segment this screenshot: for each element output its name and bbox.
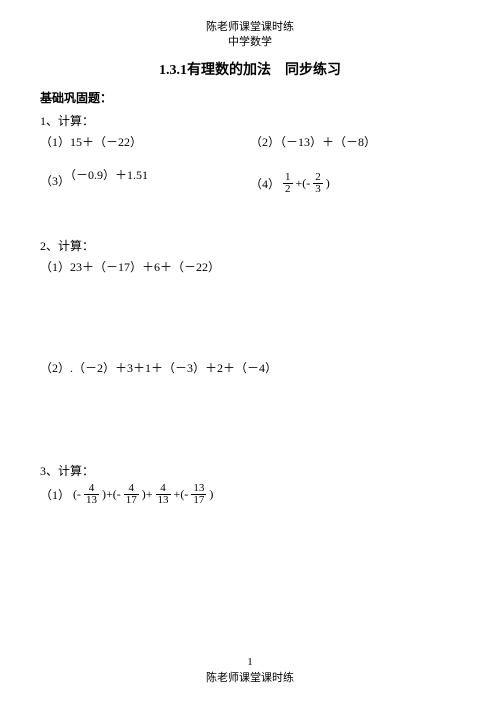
problem-1-row-2: （3）（－0.9）＋1.51 （4） 1 2 +(- 2 3 ) [40, 172, 460, 195]
frac-den: 13 [156, 495, 171, 506]
section-label: 基础巩固题： [40, 89, 460, 106]
problem-1-label: 1、计算： [40, 112, 460, 129]
fraction-4-13b: 4 13 [156, 483, 171, 506]
frac-den: 17 [124, 495, 139, 506]
page-title: 1.3.1有理数的加法 同步练习 [40, 59, 460, 79]
frac-den: 17 [191, 495, 206, 506]
frac-den: 3 [313, 184, 323, 195]
frac-den: 13 [84, 495, 99, 506]
problem-3-p1: )+(- [102, 487, 121, 501]
frac-num: 4 [84, 483, 99, 495]
fraction-13-17: 13 17 [191, 483, 206, 506]
footer: 1 陈老师课堂课时练 [0, 655, 500, 686]
problem-1-sub4-end: ) [326, 176, 330, 190]
header-line-1: 陈老师课堂课时练 [40, 20, 460, 35]
problem-3-end: ) [209, 487, 213, 501]
frac-num: 2 [313, 172, 323, 184]
frac-num: 1 [283, 172, 293, 184]
fraction-4-17: 4 17 [124, 483, 139, 506]
problem-1-sub4-mid: +(- [296, 176, 311, 190]
problem-1: 1、计算： （1）15＋（－22） （2）（－13）＋（－8） （3）（－0.9… [40, 112, 460, 195]
problem-3-sub1: （1） (- 4 13 )+(- 4 17 )+ 4 13 +(- 13 17 … [40, 483, 460, 506]
header-line-2: 中学数学 [40, 35, 460, 50]
problem-1-sub3: （3）（－0.9）＋1.51 [40, 172, 250, 195]
footer-text: 陈老师课堂课时练 [0, 671, 500, 686]
problem-1-sub3-prefix: （3） [40, 174, 70, 188]
fraction-4-13a: 4 13 [84, 483, 99, 506]
frac-num: 13 [191, 483, 206, 495]
problem-1-sub3-expr: （－0.9）＋1.51 [70, 168, 148, 182]
problem-2: 2、计算： （1）23＋（－17）＋6＋（－22） （2）.（－2）＋3＋1＋（… [40, 237, 460, 376]
frac-num: 4 [124, 483, 139, 495]
problem-3-p3: +(- [174, 487, 189, 501]
problem-3: 3、计算： （1） (- 4 13 )+(- 4 17 )+ 4 13 +(- … [40, 462, 460, 506]
problem-1-sub4: （4） 1 2 +(- 2 3 ) [250, 172, 460, 195]
problem-3-sub1-prefix: （1） [40, 488, 70, 502]
fraction-2-3: 2 3 [313, 172, 323, 195]
problem-3-open: (- [73, 487, 81, 501]
problem-2-label: 2、计算： [40, 237, 460, 254]
problem-1-row-1: （1）15＋（－22） （2）（－13）＋（－8） [40, 133, 460, 150]
problem-2-sub2: （2）.（－2）＋3＋1＋（－3）＋2＋（－4） [40, 359, 460, 376]
problem-3-p2: )+ [142, 487, 153, 501]
problem-1-sub1: （1）15＋（－22） [40, 133, 250, 150]
frac-num: 4 [156, 483, 171, 495]
problem-1-sub2: （2）（－13）＋（－8） [250, 133, 460, 150]
frac-den: 2 [283, 184, 293, 195]
problem-1-sub4-prefix: （4） [250, 177, 280, 191]
footer-page-number: 1 [0, 655, 500, 670]
problem-2-sub1: （1）23＋（－17）＋6＋（－22） [40, 258, 460, 275]
problem-3-label: 3、计算： [40, 462, 460, 479]
fraction-1-2: 1 2 [283, 172, 293, 195]
